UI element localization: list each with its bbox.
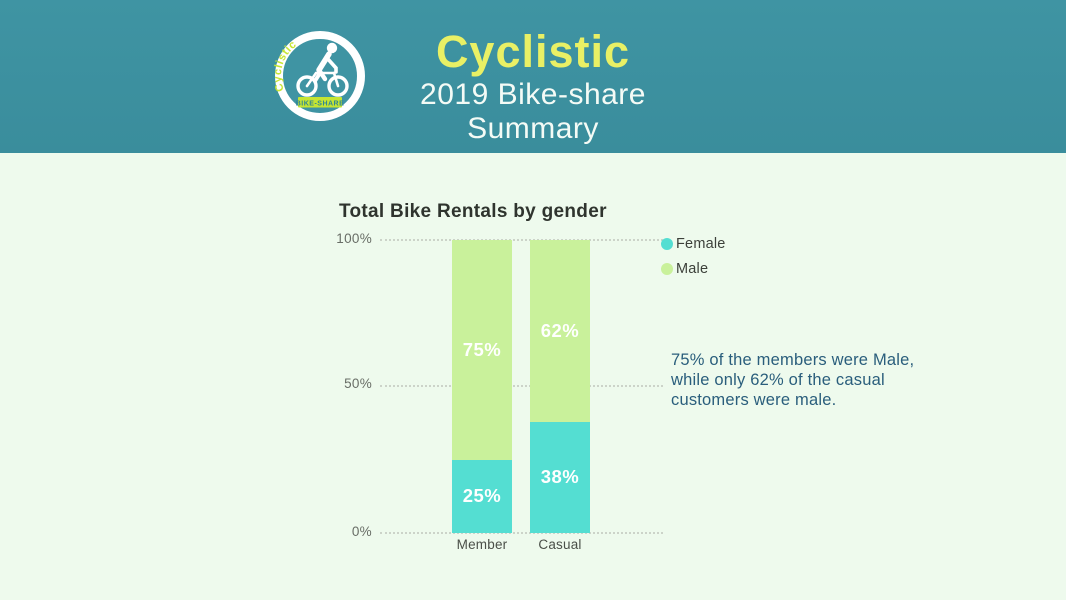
legend-label-female: Female bbox=[676, 235, 726, 252]
bike-share-logo-icon: Cyclistic BIKE-SHARE bbox=[272, 31, 365, 121]
bar-value-label: 25% bbox=[462, 485, 502, 507]
x-axis-label-casual: Casual bbox=[538, 537, 582, 552]
annotation-text: 75% of the members were Male, while only… bbox=[671, 350, 914, 410]
annotation-line-3: customers were male. bbox=[671, 391, 837, 409]
cyclistic-logo: Cyclistic BIKE-SHARE bbox=[272, 30, 366, 122]
gridline-100 bbox=[380, 239, 663, 241]
cyclist-icon bbox=[296, 51, 349, 97]
segment-female-member: 25% bbox=[452, 459, 512, 533]
y-axis-tick-50: 50% bbox=[344, 376, 372, 391]
female-color-dot-icon bbox=[661, 237, 673, 250]
legend-item-female: Female bbox=[661, 231, 726, 256]
gridline-50 bbox=[380, 385, 663, 387]
annotation-line-1: 75% of the members were Male, bbox=[671, 351, 915, 369]
y-axis-tick-100: 100% bbox=[336, 231, 372, 246]
bar-value-label: 38% bbox=[540, 466, 580, 488]
bar-value-label: 62% bbox=[540, 319, 580, 341]
legend-item-male: Male bbox=[661, 256, 726, 281]
segment-male-member: 75% bbox=[452, 240, 512, 460]
segment-male-casual: 62% bbox=[530, 240, 590, 422]
app-subtitle: 2019 Bike-share Summary bbox=[420, 78, 646, 145]
legend-label-male: Male bbox=[676, 260, 709, 277]
header-banner: Cyclistic BIKE-SHARE bbox=[0, 0, 1066, 153]
y-axis-tick-0: 0% bbox=[351, 524, 372, 539]
x-axis-label-member: Member bbox=[456, 537, 508, 552]
gridline-0 bbox=[380, 532, 663, 534]
app-title: Cyclistic bbox=[435, 26, 631, 77]
bike-share-badge bbox=[298, 97, 342, 108]
segment-female-casual: 38% bbox=[530, 421, 590, 533]
male-color-dot-icon bbox=[661, 262, 673, 275]
plot-area: 75% 25% 62% 38% bbox=[380, 239, 663, 534]
bike-share-badge-text: BIKE-SHARE bbox=[296, 100, 345, 107]
header-titles: Cyclistic 2019 Bike-share Summary bbox=[368, 26, 698, 146]
cyclist-head bbox=[326, 42, 338, 54]
legend: Female Male bbox=[661, 231, 726, 281]
bar-value-label: 75% bbox=[462, 338, 502, 360]
chart-title: Total Bike Rentals by gender bbox=[339, 201, 607, 222]
bar-casual: 62% 38% bbox=[530, 240, 590, 533]
annotation-line-2: while only 62% of the casual bbox=[671, 371, 885, 389]
bar-member: 75% 25% bbox=[452, 240, 512, 533]
